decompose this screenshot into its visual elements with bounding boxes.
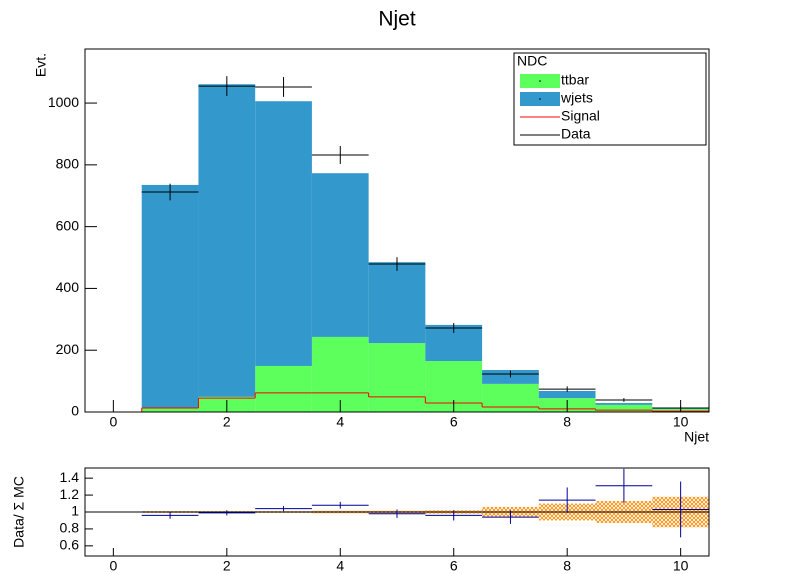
y-tick-label: 0 [71, 403, 79, 419]
y-tick-label: 1000 [48, 94, 79, 110]
y-tick-label: 1.4 [60, 469, 80, 485]
frame [84, 48, 710, 413]
legend-label: ttbar [561, 72, 589, 88]
legend-dot [539, 80, 541, 82]
stack-bar [595, 403, 653, 405]
stack-bar [595, 404, 653, 412]
stack-bar [141, 407, 199, 412]
x-tick-label: 4 [336, 414, 344, 430]
x-axis-label: Njet [684, 429, 709, 445]
stack-bar [538, 390, 596, 399]
stack-bar [482, 383, 539, 412]
y-tick-label: 600 [56, 217, 80, 233]
x-tick-label: 2 [223, 414, 231, 430]
x-tick-label: 8 [563, 414, 571, 430]
x-tick-label: 0 [109, 558, 117, 574]
y-tick-label: 1.2 [60, 486, 80, 502]
stack-bar [311, 173, 369, 337]
y-tick-label: 200 [56, 341, 80, 357]
legend-label: wjets [560, 90, 593, 106]
x-tick-label: 6 [450, 558, 458, 574]
y-tick-label: 0.8 [60, 520, 80, 536]
stack-bar [198, 84, 256, 397]
x-tick-label: 4 [336, 558, 344, 574]
legend-dot [539, 98, 541, 100]
y-axis-label: Data/ Σ MC [11, 476, 27, 548]
x-tick-label: 0 [109, 414, 117, 430]
stack-bar [255, 365, 312, 412]
legend-title: NDC [517, 53, 547, 69]
x-tick-label: 6 [450, 414, 458, 430]
stack-bar [141, 184, 199, 408]
chart-title: Njet [378, 8, 416, 31]
stack-bar [311, 336, 369, 412]
x-tick-label: 10 [673, 414, 689, 430]
x-tick-label: 2 [223, 558, 231, 574]
legend-label: Signal [561, 108, 600, 124]
x-tick-label: 10 [673, 558, 689, 574]
legend-label: Data [561, 126, 591, 142]
y-tick-label: 400 [56, 279, 80, 295]
x-tick-label: 8 [563, 558, 571, 574]
y-tick-label: 800 [56, 156, 80, 172]
y-tick-label: 0.6 [60, 537, 80, 553]
stack-bar [255, 101, 312, 366]
stack-bar [368, 262, 426, 344]
y-tick-label: 1 [71, 503, 79, 519]
y-axis-label: Evt. [33, 53, 49, 77]
stack-bar [368, 343, 426, 412]
